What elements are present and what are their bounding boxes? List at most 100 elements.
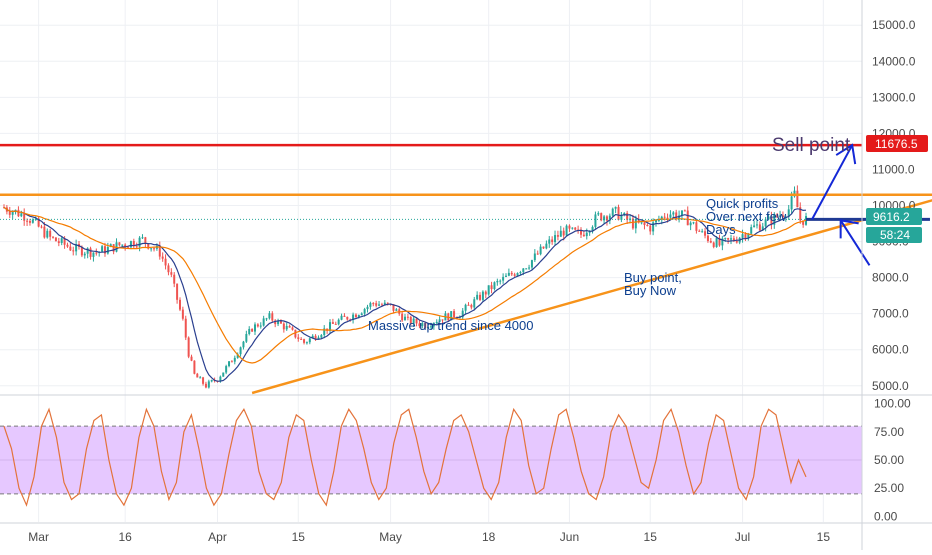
candle-body xyxy=(219,376,222,382)
candle-body xyxy=(271,313,274,321)
candle-body xyxy=(262,318,265,326)
candle-body xyxy=(386,302,389,304)
candle-body xyxy=(712,242,715,247)
candle-body xyxy=(513,274,516,276)
candle-body xyxy=(161,256,164,259)
candle-body xyxy=(787,209,790,217)
last-price-tag: 9616.2 xyxy=(866,208,922,225)
moving-averages xyxy=(3,206,807,382)
candle-body xyxy=(106,246,109,254)
candle-body xyxy=(331,322,334,324)
candle-body xyxy=(770,216,773,225)
candle-body xyxy=(92,252,95,257)
candle-body xyxy=(597,213,600,215)
candle-body xyxy=(441,319,444,321)
candle-body xyxy=(141,237,144,239)
candle-body xyxy=(37,218,40,227)
candle-body xyxy=(467,304,470,306)
x-tick-label: Mar xyxy=(28,530,49,544)
candle-body xyxy=(591,226,594,232)
quick-profits-label-3: Days xyxy=(706,222,736,237)
sell-price-text: 11676.5 xyxy=(875,137,918,151)
candle-body xyxy=(799,207,802,221)
candle-body xyxy=(317,337,320,340)
candle-body xyxy=(643,222,646,225)
y-tick-label: 15000.0 xyxy=(872,18,916,32)
candle-body xyxy=(701,231,704,233)
candle-body xyxy=(603,216,606,221)
candle-body xyxy=(704,231,707,236)
candle-body xyxy=(404,316,407,321)
candle-body xyxy=(323,328,326,336)
candle-body xyxy=(539,246,542,255)
candle-body xyxy=(802,220,805,225)
candle-body xyxy=(418,323,421,327)
candle-body xyxy=(588,231,591,233)
candle-body xyxy=(375,303,378,306)
candle-body xyxy=(196,373,199,378)
candle-body xyxy=(103,246,106,254)
candle-body xyxy=(724,238,727,240)
candle-body xyxy=(164,258,167,266)
candle-body xyxy=(594,214,597,227)
candle-body xyxy=(150,248,153,250)
quick-profits-label-1: Quick profits xyxy=(706,196,779,211)
candle-body xyxy=(265,318,268,320)
candle-body xyxy=(372,303,375,305)
candle-body xyxy=(199,377,202,379)
candle-body xyxy=(715,238,718,247)
candle-body xyxy=(311,335,314,339)
quick-profits-label-2: Over next few xyxy=(706,209,787,224)
candle-body xyxy=(337,319,340,325)
candle-body xyxy=(545,243,548,249)
candle-body xyxy=(392,304,395,311)
candle-body xyxy=(167,265,170,273)
candle-body xyxy=(732,238,735,241)
candle-body xyxy=(631,218,634,229)
candle-body xyxy=(605,216,608,221)
stochastic-tick-label: 25.00 xyxy=(874,481,904,495)
candle-body xyxy=(666,217,669,219)
candle-body xyxy=(54,237,57,242)
candle-body xyxy=(484,291,487,295)
candle-body xyxy=(571,227,574,229)
candle-body xyxy=(357,315,360,318)
candle-body xyxy=(285,325,288,330)
candle-body xyxy=(721,238,724,246)
candle-body xyxy=(611,208,614,216)
candle-body xyxy=(363,309,366,314)
stochastic-tick-label: 50.00 xyxy=(874,453,904,467)
y-tick-label: 6000.0 xyxy=(872,343,909,357)
candle-body xyxy=(83,253,86,256)
countdown-tag: 58:24 xyxy=(866,227,922,243)
candle-body xyxy=(277,320,280,325)
candle-body xyxy=(551,239,554,243)
candle-body xyxy=(228,361,231,367)
candle-body xyxy=(525,268,528,270)
candle-body xyxy=(346,316,349,320)
candle-body xyxy=(429,326,432,328)
candle-body xyxy=(559,230,562,237)
candle-body xyxy=(600,213,603,221)
candle-body xyxy=(487,285,490,295)
candle-body xyxy=(31,219,34,223)
candle-body xyxy=(34,218,37,220)
candle-body xyxy=(225,366,228,373)
candle-body xyxy=(288,325,291,328)
candle-body xyxy=(176,283,179,300)
candle-body xyxy=(121,244,124,246)
candle-body xyxy=(496,281,499,283)
x-tick-label: 15 xyxy=(292,530,306,544)
candle-body xyxy=(568,225,571,229)
trend-label: Massive up trend since 4000 xyxy=(368,318,533,333)
candle-body xyxy=(730,238,733,240)
candle-body xyxy=(153,248,156,250)
stochastic-tick-label: 100.00 xyxy=(874,397,911,411)
candle-body xyxy=(187,337,190,357)
candle-body xyxy=(210,380,213,382)
x-tick-label: Apr xyxy=(208,530,227,544)
candle-body xyxy=(181,309,184,319)
candle-body xyxy=(239,347,242,355)
candle-body xyxy=(781,215,784,218)
